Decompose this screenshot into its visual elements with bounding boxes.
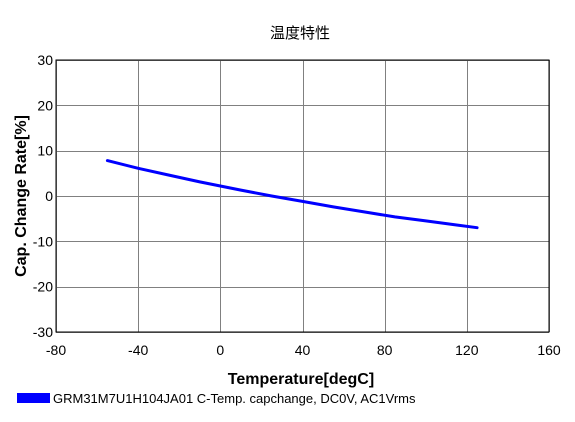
y-tick-label: -20 xyxy=(33,279,53,295)
x-tick-label: 40 xyxy=(295,342,311,358)
legend-swatch xyxy=(17,393,50,403)
chart-title: 温度特性 xyxy=(270,24,330,42)
legend: GRM31M7U1H104JA01 C-Temp. capchange, DC0… xyxy=(17,391,416,406)
y-tick-label: -10 xyxy=(33,233,53,249)
x-tick-label: -80 xyxy=(46,342,66,358)
x-tick-label: 80 xyxy=(377,342,393,358)
plot-frame xyxy=(55,59,550,333)
y-tick-label: -30 xyxy=(33,324,53,340)
series-layer xyxy=(105,159,479,230)
x-tick-label: 160 xyxy=(537,342,561,358)
y-tick-label: 20 xyxy=(37,97,53,113)
y-axis-label: Cap. Change Rate[%] xyxy=(13,115,30,277)
y-tick-label: 10 xyxy=(37,143,53,159)
x-tick-labels: -80 -40 0 40 80 120 160 xyxy=(46,342,561,358)
series-line-0 xyxy=(105,159,479,230)
x-axis-label: Temperature[degC] xyxy=(228,371,374,388)
legend-label: GRM31M7U1H104JA01 C-Temp. capchange, DC0… xyxy=(53,391,416,406)
grid-lines xyxy=(56,60,550,333)
y-tick-label: 30 xyxy=(37,52,53,68)
x-tick-label: -40 xyxy=(128,342,148,358)
y-tick-labels: -30 -20 -10 0 10 20 30 xyxy=(33,52,53,340)
x-tick-label: 0 xyxy=(216,342,224,358)
x-tick-label: 120 xyxy=(455,342,479,358)
y-tick-label: 0 xyxy=(45,188,53,204)
